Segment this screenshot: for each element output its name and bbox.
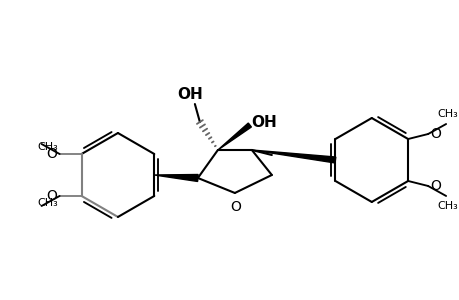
Text: O: O [230,200,241,214]
Text: O: O [429,127,440,141]
Text: O: O [47,147,57,161]
Text: OH: OH [251,115,276,130]
Text: CH₃: CH₃ [437,201,458,211]
Text: OH: OH [177,86,202,101]
Polygon shape [218,123,251,150]
Text: CH₃: CH₃ [37,198,58,208]
Text: CH₃: CH₃ [437,109,458,119]
Text: O: O [429,179,440,193]
Text: O: O [47,189,57,203]
Polygon shape [154,175,198,182]
Text: CH₃: CH₃ [37,142,58,152]
Polygon shape [252,150,335,163]
